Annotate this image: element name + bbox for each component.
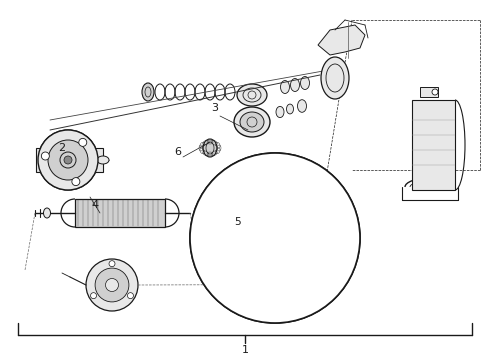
Circle shape xyxy=(60,152,76,168)
Circle shape xyxy=(38,130,98,190)
Circle shape xyxy=(432,89,438,95)
Ellipse shape xyxy=(203,139,217,157)
Circle shape xyxy=(41,152,49,160)
Circle shape xyxy=(79,138,87,147)
Ellipse shape xyxy=(142,83,154,101)
Text: 2: 2 xyxy=(58,143,66,153)
Circle shape xyxy=(91,293,97,299)
Circle shape xyxy=(95,268,129,302)
Polygon shape xyxy=(227,197,243,212)
Polygon shape xyxy=(301,190,317,206)
Circle shape xyxy=(190,153,360,323)
Text: 6: 6 xyxy=(174,147,181,157)
Text: 5: 5 xyxy=(234,217,240,227)
Circle shape xyxy=(72,177,80,186)
Circle shape xyxy=(190,153,360,323)
Ellipse shape xyxy=(234,107,270,137)
Circle shape xyxy=(86,259,138,311)
Circle shape xyxy=(48,140,88,180)
Ellipse shape xyxy=(97,156,109,164)
Circle shape xyxy=(79,138,87,147)
Ellipse shape xyxy=(240,112,264,132)
Ellipse shape xyxy=(287,104,294,114)
Circle shape xyxy=(41,152,49,160)
Polygon shape xyxy=(301,270,317,286)
Circle shape xyxy=(109,261,115,267)
Polygon shape xyxy=(412,100,455,190)
Circle shape xyxy=(48,140,88,180)
Ellipse shape xyxy=(300,77,310,90)
Ellipse shape xyxy=(321,57,349,99)
Circle shape xyxy=(38,130,98,190)
Polygon shape xyxy=(234,270,249,286)
Ellipse shape xyxy=(297,100,307,112)
Polygon shape xyxy=(75,199,165,227)
Bar xyxy=(420,87,438,97)
Ellipse shape xyxy=(291,78,299,91)
Ellipse shape xyxy=(280,81,290,94)
Circle shape xyxy=(105,279,119,292)
Text: 3: 3 xyxy=(212,103,219,113)
Ellipse shape xyxy=(276,107,284,118)
Ellipse shape xyxy=(44,208,50,218)
Circle shape xyxy=(64,156,72,164)
Circle shape xyxy=(127,293,133,299)
Polygon shape xyxy=(318,25,365,55)
Polygon shape xyxy=(36,148,103,172)
Circle shape xyxy=(72,177,80,186)
Text: 1: 1 xyxy=(242,345,248,355)
Text: 4: 4 xyxy=(92,200,98,210)
Ellipse shape xyxy=(237,84,267,106)
